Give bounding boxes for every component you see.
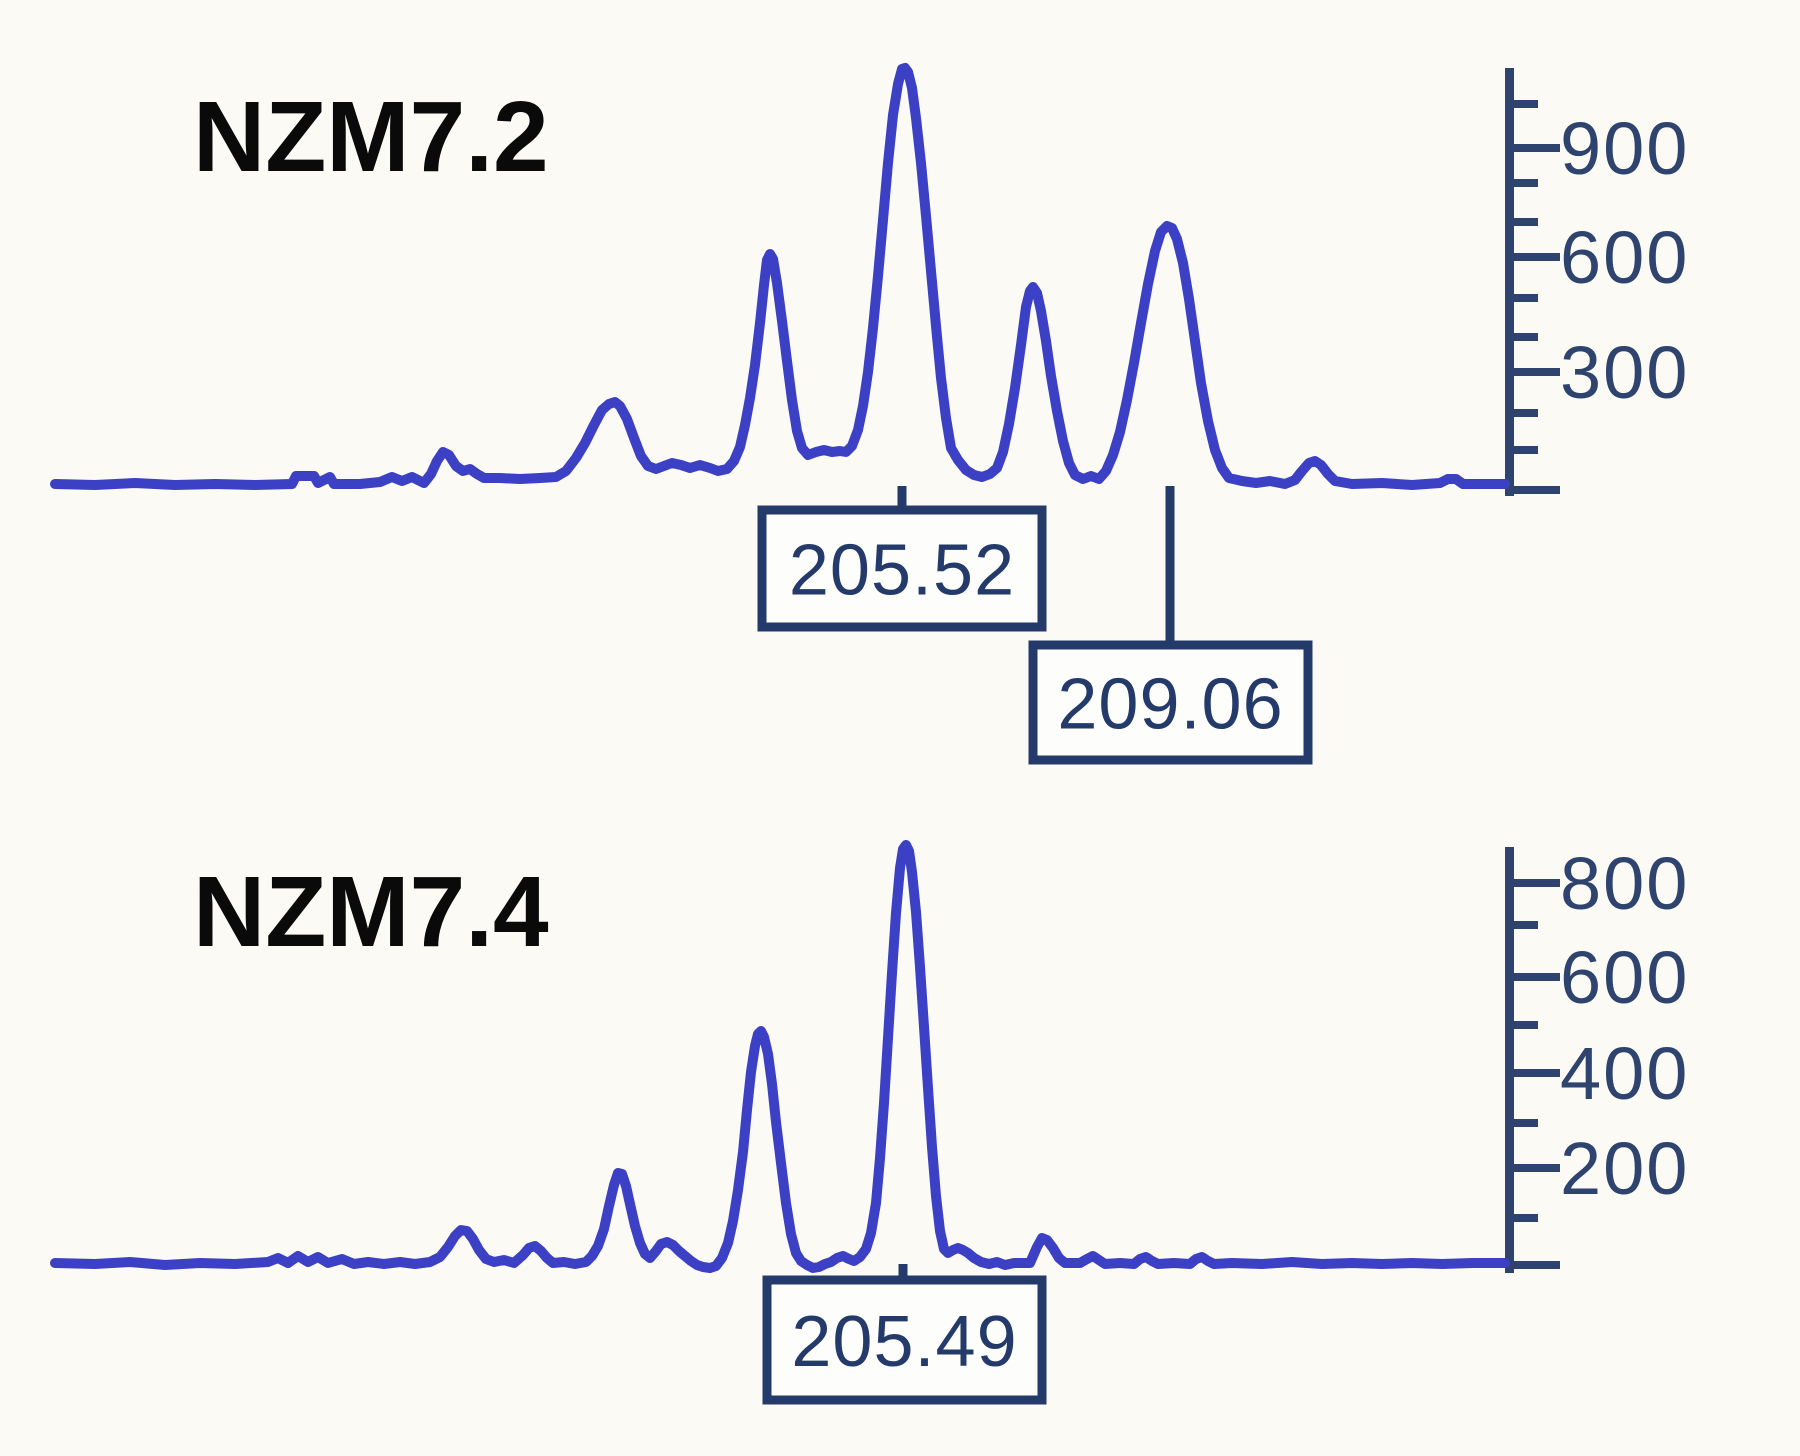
trace-line xyxy=(50,63,1510,490)
y-axis-minor-tick xyxy=(1514,486,1560,494)
callout-box xyxy=(762,1275,1047,1405)
panel-title-nzm7-4: NZM7.4 xyxy=(193,856,549,968)
y-axis-tick-label: 300 xyxy=(1560,331,1689,414)
y-axis-tick-label: 600 xyxy=(1560,216,1689,299)
y-axis-major-tick xyxy=(1514,368,1560,376)
y-axis-major-tick xyxy=(1514,973,1560,981)
callout-peak-label: 205.52 xyxy=(789,531,1015,611)
y-axis-tick-label: 900 xyxy=(1560,107,1689,190)
callout-box xyxy=(757,505,1047,632)
y-axis-tick-label: 800 xyxy=(1560,842,1689,925)
trace-line xyxy=(50,840,1510,1273)
callout-peak-label: 209.06 xyxy=(1057,665,1283,745)
y-axis-minor-tick xyxy=(1514,409,1538,417)
callout-box xyxy=(1028,640,1313,765)
y-axis-minor-tick xyxy=(1514,1261,1560,1269)
y-axis-minor-tick xyxy=(1514,100,1538,108)
y-axis-tick-label: 400 xyxy=(1560,1032,1689,1115)
trace-panel-1: 800 600 400 200 205.49 xyxy=(50,840,1689,1405)
y-axis-minor-tick xyxy=(1514,294,1538,302)
y-axis-tick-label: 200 xyxy=(1560,1127,1689,1210)
y-axis-minor-tick xyxy=(1514,333,1538,341)
y-axis-minor-tick xyxy=(1514,179,1538,187)
y-axis-major-tick xyxy=(1514,879,1560,887)
y-axis-line xyxy=(1505,847,1514,1273)
y-axis-major-tick xyxy=(1514,1164,1560,1172)
y-axis-minor-tick xyxy=(1514,921,1538,929)
panel-title-nzm7-2: NZM7.2 xyxy=(193,81,549,193)
callout-peak-label: 205.49 xyxy=(791,1302,1017,1382)
y-axis-major-tick xyxy=(1514,253,1560,261)
y-axis-minor-tick xyxy=(1514,1021,1538,1029)
y-axis-minor-tick xyxy=(1514,1119,1538,1127)
y-axis-line xyxy=(1505,68,1514,496)
y-axis-minor-tick xyxy=(1514,218,1538,226)
y-axis-minor-tick xyxy=(1514,446,1538,454)
y-axis-minor-tick xyxy=(1514,1214,1538,1222)
y-axis-major-tick xyxy=(1514,1069,1560,1077)
y-axis-tick-label: 600 xyxy=(1560,936,1689,1019)
y-axis-major-tick xyxy=(1514,144,1560,152)
trace-panel-0: 900 600 300 205.52 209.06 xyxy=(50,63,1689,765)
